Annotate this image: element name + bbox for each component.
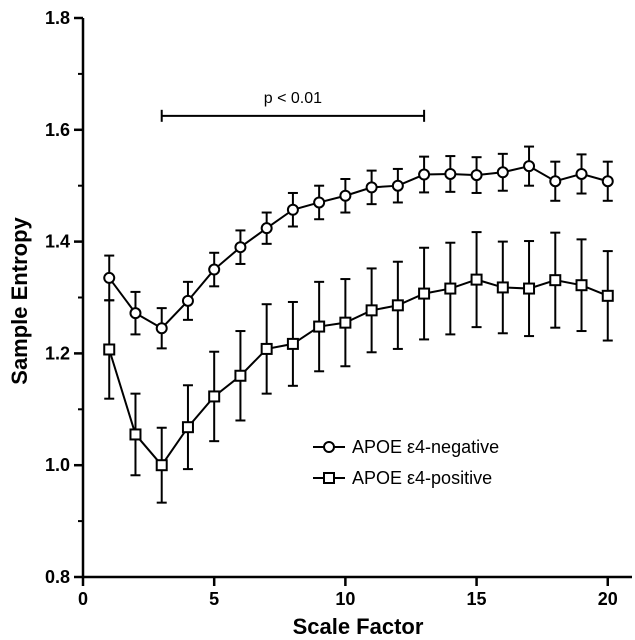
data-point-square <box>365 304 378 317</box>
series-positive <box>103 231 614 504</box>
data-point-square <box>418 287 431 300</box>
data-point-square <box>103 343 116 356</box>
data-point-square <box>444 282 457 295</box>
y-axis-title: Sample Entropy <box>7 216 32 384</box>
data-point-circle <box>391 179 404 192</box>
data-point-square <box>260 342 273 355</box>
x-tick-label: 0 <box>78 589 88 609</box>
data-point-square <box>601 289 614 302</box>
x-tick-label: 5 <box>209 589 219 609</box>
data-point-square <box>313 320 326 333</box>
data-point-square <box>549 274 562 287</box>
data-point-circle <box>155 322 168 335</box>
data-point-circle <box>286 203 299 216</box>
data-point-circle <box>313 196 326 209</box>
y-tick-label: 1.8 <box>45 8 70 28</box>
data-point-circle <box>418 168 431 181</box>
y-tick-label: 1.4 <box>45 232 70 252</box>
x-tick-label: 15 <box>467 589 487 609</box>
data-point-circle <box>339 189 352 202</box>
data-point-square <box>391 299 404 312</box>
data-point-circle <box>365 181 378 194</box>
legend-item-positive: APOE ε4-positive <box>313 468 492 488</box>
data-point-square <box>339 316 352 329</box>
data-point-square <box>129 428 142 441</box>
data-point-circle <box>523 160 536 173</box>
x-axis-title: Scale Factor <box>293 614 424 639</box>
legend-item-negative: APOE ε4-negative <box>313 437 499 457</box>
y-tick-label: 1.0 <box>45 455 70 475</box>
data-point-circle <box>260 222 273 235</box>
x-tick-label: 10 <box>335 589 355 609</box>
series-negative <box>103 145 614 350</box>
data-point-circle <box>549 175 562 188</box>
data-point-square <box>523 282 536 295</box>
data-point-square <box>208 390 221 403</box>
significance-annotation: p < 0.01 <box>160 90 426 122</box>
data-point-circle <box>234 241 247 254</box>
data-point-circle <box>601 175 614 188</box>
axes: 0.8 1.0 1.2 1.4 1.6 1.8 0 5 10 15 20 <box>45 8 632 609</box>
annotation-text: p < 0.01 <box>264 90 322 107</box>
data-point-circle <box>181 294 194 307</box>
data-point-circle <box>208 263 221 276</box>
data-point-circle <box>496 166 509 179</box>
data-point-square <box>155 459 168 472</box>
legend-label-negative: APOE ε4-negative <box>352 437 499 457</box>
data-point-circle <box>103 271 116 284</box>
data-point-circle <box>575 167 588 180</box>
legend-square-marker <box>323 472 335 484</box>
data-point-square <box>286 337 299 350</box>
y-tick-label: 0.8 <box>45 567 70 587</box>
y-tick-label: 1.2 <box>45 343 70 363</box>
data-point-circle <box>129 307 142 320</box>
data-point-circle <box>444 167 457 180</box>
data-point-square <box>234 369 247 382</box>
legend-circle-marker <box>323 441 335 453</box>
x-tick-label: 20 <box>598 589 618 609</box>
series-layer <box>103 145 614 504</box>
legend: APOE ε4-negative APOE ε4-positive <box>313 437 499 488</box>
y-tick-label: 1.6 <box>45 120 70 140</box>
data-point-circle <box>470 169 483 182</box>
data-point-square <box>181 421 194 434</box>
data-point-square <box>575 279 588 292</box>
legend-label-positive: APOE ε4-positive <box>352 468 492 488</box>
data-point-square <box>470 273 483 286</box>
data-point-square <box>496 281 509 294</box>
